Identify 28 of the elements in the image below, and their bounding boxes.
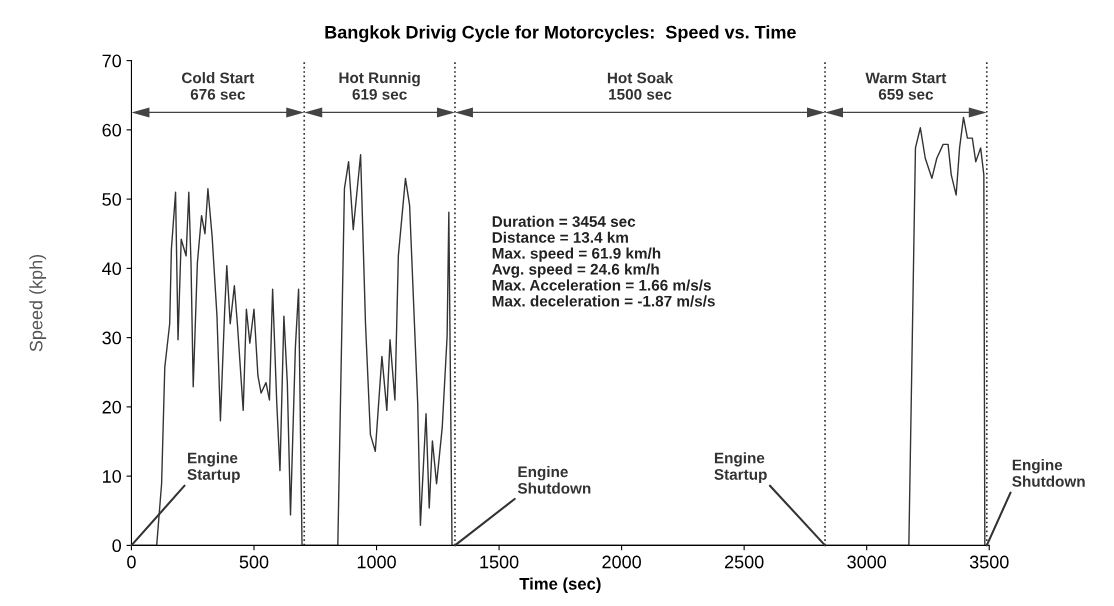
x-tick-label: 3500 (969, 555, 1009, 569)
x-tick-label: 1000 (357, 555, 396, 569)
y-tick-label: 40 (102, 262, 122, 276)
x-tick-label: 500 (239, 555, 269, 569)
annotation: Cold Start 676 sec (181, 72, 255, 100)
x-tick-label: 1500 (480, 555, 519, 569)
y-tick-label: 60 (102, 123, 122, 137)
x-tick-label: 3000 (847, 555, 887, 569)
y-tick-label: 10 (103, 470, 122, 483)
x-tick-label: 2500 (724, 555, 764, 569)
annotation: Hot Soak 1500 sec (607, 72, 674, 100)
annotation: Engine Startup (714, 452, 767, 483)
y-tick-label: 50 (102, 193, 122, 206)
annotation: Duration = 3454 sec Distance = 13.4 km Max. speed = 61.9 km/h Avg. speed = 24.6 km/h Max. Acceleration = 1.66 m/s/s Max. deceleration = -1.87 m/s/s (492, 215, 715, 307)
y-tick-label: 20 (102, 400, 122, 414)
y-axis-title: Speed (kph) (29, 254, 47, 352)
annotation: Hot Runnig 619 sec (339, 72, 420, 100)
x-tick-label: 0 (127, 555, 136, 569)
x-tick-label: 2000 (602, 555, 641, 569)
chart-title: Bangkok Drivig Cycle for Motorcycles: Speed vs. Time (325, 25, 796, 43)
annotation: Engine Startup (187, 452, 240, 483)
annotation: Engine Shutdown (1012, 459, 1085, 487)
annotation: Warm Start 659 sec (865, 72, 947, 100)
annotation: Engine Shutdown (517, 466, 591, 494)
y-tick-label: 0 (112, 539, 122, 553)
y-tick-label: 30 (102, 331, 122, 345)
x-axis-title: Time (sec) (519, 577, 601, 594)
y-tick-label: 70 (102, 54, 122, 68)
